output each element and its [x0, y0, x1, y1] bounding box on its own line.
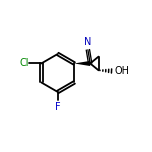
Text: OH: OH [114, 66, 129, 76]
Text: F: F [55, 102, 61, 112]
Text: N: N [84, 37, 92, 47]
Polygon shape [74, 61, 90, 66]
Text: Cl: Cl [19, 59, 29, 68]
